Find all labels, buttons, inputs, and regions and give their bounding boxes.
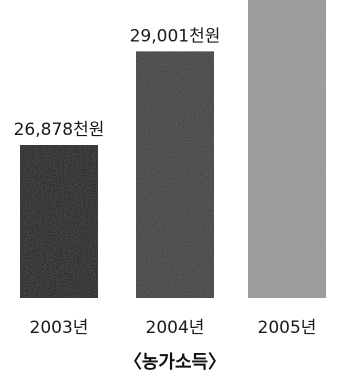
bar-2005년 xyxy=(248,0,326,298)
bars-layer xyxy=(20,0,326,298)
bar-2004년 xyxy=(136,51,214,298)
chart-title: 〈농가소득〉 xyxy=(124,352,226,373)
category-label-2005년: 2005년 xyxy=(258,318,317,338)
value-label-2003년: 26,878천원 xyxy=(14,120,105,140)
value-label-2004년: 29,001천원 xyxy=(130,26,221,46)
category-label-2004년: 2004년 xyxy=(146,318,205,338)
category-label-2003년: 2003년 xyxy=(30,318,89,338)
bar-2003년 xyxy=(20,145,98,298)
category-labels-layer: 2003년 2004년 2005년 xyxy=(30,318,317,338)
